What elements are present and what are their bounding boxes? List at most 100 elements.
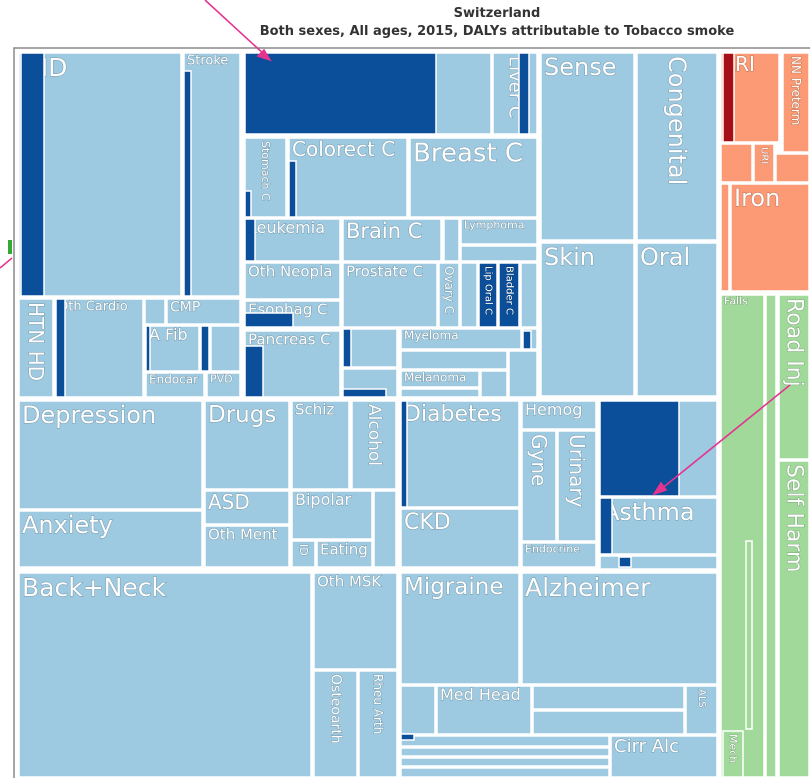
tile-segment (342, 328, 352, 368)
tile-segment (765, 294, 777, 778)
tile (753, 143, 775, 183)
tile (244, 262, 341, 300)
tile-label: Migraine (404, 574, 504, 600)
tile (204, 400, 290, 490)
tile-segment (342, 328, 398, 368)
tile-segment (400, 733, 415, 741)
tile-segment (400, 735, 610, 747)
tile-label: Oral (640, 243, 690, 271)
tile-segment (460, 245, 538, 262)
annotations (0, 0, 791, 496)
tile-label: Melanoma (404, 370, 466, 384)
tile-label: Skin (544, 243, 595, 271)
tile (288, 137, 408, 218)
tile-label: Schiz (295, 400, 334, 418)
tile (291, 540, 316, 568)
tile-label: Endocrine (525, 542, 580, 555)
tile-segment (210, 325, 241, 372)
tile-label: CMP (170, 299, 200, 315)
tile-label: Congenital (663, 56, 691, 185)
tile-segment (599, 400, 680, 497)
tile (521, 400, 597, 430)
tile (400, 400, 520, 508)
tile-segment (720, 143, 753, 183)
tile-segment (480, 370, 508, 398)
tile (478, 262, 498, 328)
marker (8, 240, 12, 254)
tile-segment (400, 767, 610, 778)
tile-label: Oth Cardio (58, 299, 128, 314)
tile (720, 294, 765, 778)
tile-label: Ovary C (442, 266, 456, 314)
tile (166, 298, 241, 325)
tile-label: Mech (727, 734, 740, 763)
tile (540, 242, 635, 397)
tile (521, 572, 718, 685)
tile (400, 370, 480, 388)
tile-label: Cirr Alc (614, 736, 679, 757)
tile-segment (522, 330, 532, 350)
tile-label: URI (759, 147, 770, 164)
tile-label: Leukemia (248, 218, 325, 237)
tile-label: Alcohol (364, 404, 384, 466)
tile-label: HTN HD (24, 302, 48, 381)
tile-segment (244, 345, 264, 398)
tile-label: Iron (734, 184, 780, 212)
tile-segment (532, 710, 685, 735)
tile (54, 298, 144, 398)
tile-label: Back+Neck (22, 573, 166, 602)
tile (610, 735, 718, 778)
tile-label: Osteoarth (328, 674, 344, 744)
tile-label: Myeloma (404, 328, 459, 342)
tile-segment (400, 388, 480, 398)
tile (351, 400, 397, 490)
tile-segment (244, 312, 294, 328)
tile (18, 510, 203, 568)
tile-label: Road Inj (782, 298, 807, 387)
tile-label: A Fib (149, 325, 188, 344)
tile-label: Oth Neopla (248, 262, 332, 280)
title: Switzerland (454, 6, 541, 21)
tile-label: Bladder C (504, 266, 515, 315)
tile-label: Colorect C (292, 137, 395, 161)
tile-segment (722, 52, 735, 143)
tile-label: Sense (544, 53, 616, 81)
subtitle: Both sexes, All ages, 2015, DALYs attrib… (260, 24, 735, 39)
tile-label: Eating (320, 540, 368, 558)
tile (782, 52, 810, 153)
tile-segment (400, 685, 436, 735)
tile-label: Drugs (208, 402, 276, 428)
arrow (659, 384, 791, 491)
tile-segment (288, 160, 297, 218)
tile-label: Stroke (187, 53, 228, 68)
tile-label: PVD (210, 372, 233, 385)
tile (18, 572, 312, 778)
tile (244, 137, 287, 218)
tile (18, 298, 54, 398)
tile (778, 294, 810, 460)
tile (206, 372, 241, 398)
tile-segment (775, 153, 810, 183)
tile-label: Lip Oral C (483, 266, 494, 315)
tile-segment (720, 183, 730, 292)
tile-segment (244, 218, 256, 262)
tile (204, 490, 290, 525)
tile (204, 525, 290, 568)
tile-label: Asthma (603, 498, 695, 526)
tile-label: Breast C (413, 139, 523, 169)
tile-label: Urinary (565, 434, 589, 508)
tile (599, 497, 718, 555)
tile-segment (244, 52, 437, 135)
tile (685, 685, 718, 735)
tile-label: Falls (724, 294, 748, 307)
tile-label: ASD (208, 490, 250, 514)
tile (342, 262, 438, 328)
tile-label: Pancreas C (248, 330, 331, 348)
tile-segment (144, 298, 166, 325)
tile-segment (618, 556, 632, 568)
tile-segment (520, 262, 538, 328)
tile-label: Brain C (346, 219, 422, 243)
tile-label: NN Preterm (789, 56, 803, 125)
